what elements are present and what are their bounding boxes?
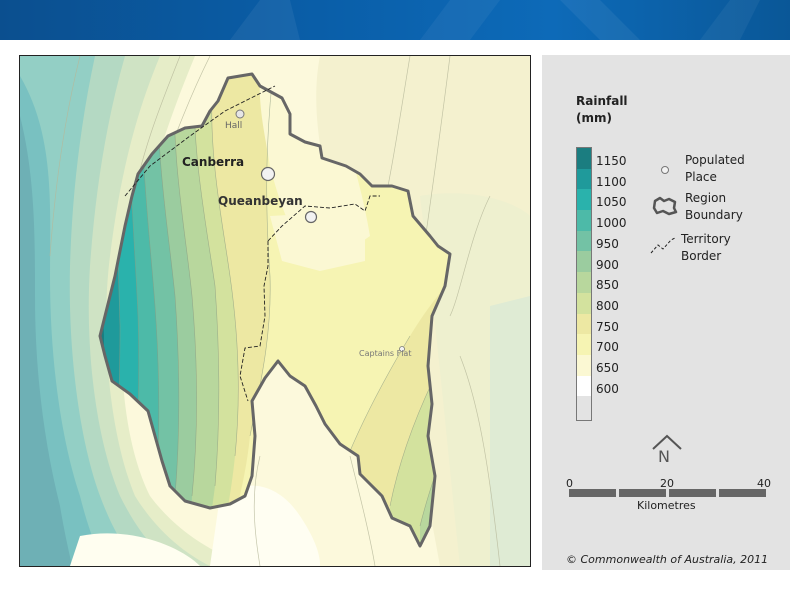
legend-title: Rainfall (mm) [576,94,628,125]
ramp-label-800: 800 [596,298,619,313]
scale-tick-0: 0 [566,477,573,490]
ramp-label-700: 700 [596,340,619,355]
ramp-swatch-900 [577,251,591,273]
legend-panel: Rainfall (mm) 1150 1100 1050 1000 950 900 850 8… [542,55,790,570]
ramp-swatch-1100 [577,168,591,190]
scale-unit-label: Kilometres [637,499,696,512]
legend-populated-place: Populated Place [685,153,745,184]
legend-region-boundary: Region Boundary [685,191,743,222]
ramp-label-850: 850 [596,278,619,293]
header-banner [0,0,790,40]
ramp-swatch-700 [577,334,591,355]
banner-watermark [230,0,760,40]
region-boundary-icon [652,196,678,216]
ramp-swatch-950 [577,230,591,252]
ramp-swatch-850 [577,272,591,293]
scale-tick-20: 20 [660,477,674,490]
ramp-label-1050: 1050 [596,195,627,210]
map-canvas [20,56,530,566]
ramp-swatch-750 [577,313,591,335]
ramp-swatch-1000 [577,210,591,231]
north-arrow-icon [652,434,682,450]
ramp-label-950: 950 [596,236,619,251]
scale-tick-40: 40 [757,477,771,490]
scale-bar [569,489,766,497]
copyright-notice: © Commonwealth of Australia, 2011 [566,553,769,566]
ramp-swatch-600 [577,375,591,397]
ramp-swatch-1150 [577,148,591,169]
ramp-swatch-1050 [577,189,591,211]
ramp-label-1100: 1100 [596,174,627,189]
ramp-label-1000: 1000 [596,216,627,231]
legend-territory-border: Territory Border [681,232,731,263]
ramp-label-750: 750 [596,319,619,334]
rainfall-map: Hall Canberra Queanbeyan Captains Flat [19,55,531,567]
ramp-swatch-650 [577,354,591,376]
region-boundary [98,72,452,548]
ramp-label-1150: 1150 [596,154,627,168]
place-label-canberra: Canberra [182,155,245,169]
north-label: N [658,447,670,466]
ramp-swatch-800 [577,292,591,314]
place-label-queanbeyan: Queanbeyan [218,194,303,208]
territory-border-icon [650,237,676,254]
populated-place-icon [661,166,669,174]
ramp-label-900: 900 [596,257,619,272]
place-label-hall: Hall [225,121,243,131]
ramp-label-650: 650 [596,361,619,375]
populated-places [235,109,405,352]
ramp-label-600: 600 [596,381,619,396]
rainfall-color-ramp [576,147,592,421]
place-label-captains-flat: Captains Flat [359,349,412,358]
territory-border [124,85,380,402]
